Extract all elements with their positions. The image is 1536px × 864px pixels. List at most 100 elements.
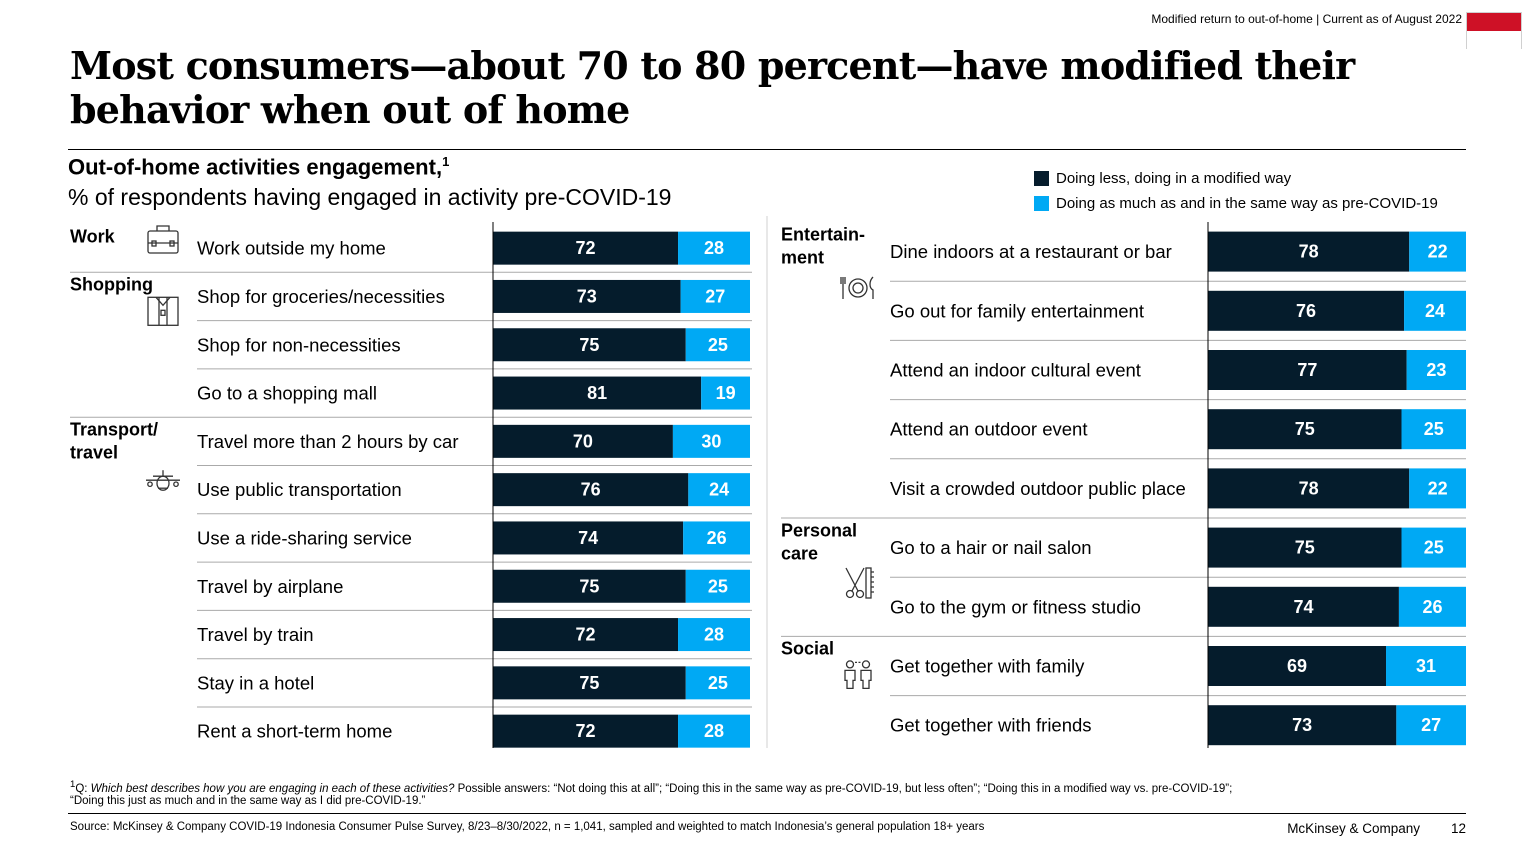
data-label-same: 28 bbox=[704, 721, 724, 741]
chart-title-text: Out-of-home activities engagement, bbox=[68, 154, 443, 180]
data-label-modified: 75 bbox=[1295, 538, 1315, 558]
data-label-same: 24 bbox=[1425, 301, 1445, 321]
source-note: Source: McKinsey & Company COVID-19 Indo… bbox=[70, 821, 985, 833]
bar-segment-same bbox=[678, 231, 750, 265]
bar-segment-modified bbox=[1208, 290, 1405, 331]
bar-segment-same bbox=[1401, 527, 1466, 568]
flag-white-stripe bbox=[1467, 31, 1521, 49]
bar-segment-same bbox=[1396, 705, 1466, 746]
bar-segment-same bbox=[1404, 290, 1466, 331]
bar-segment-modified bbox=[493, 231, 679, 265]
row-label: Stay in a hotel bbox=[197, 672, 314, 693]
data-label-modified: 70 bbox=[573, 431, 593, 451]
data-label-modified: 78 bbox=[1299, 478, 1319, 498]
data-label-modified: 75 bbox=[579, 576, 599, 596]
data-label-same: 19 bbox=[716, 383, 736, 403]
data-label-same: 25 bbox=[708, 673, 728, 693]
row-label: Shop for groceries/necessities bbox=[197, 286, 445, 307]
page-number: 12 bbox=[1450, 821, 1466, 836]
bar-segment-modified bbox=[1208, 705, 1397, 746]
footnote-answers-2: “Doing this just as much and in the same… bbox=[70, 795, 426, 807]
data-label-same: 28 bbox=[704, 238, 724, 258]
row-label: Rent a short-term home bbox=[197, 721, 392, 742]
legend-swatch-dark bbox=[1034, 170, 1049, 186]
group-name-1: Shopping bbox=[70, 275, 153, 295]
data-label-same: 25 bbox=[1424, 538, 1444, 558]
footnote-question: Which best describes how you are engagin… bbox=[90, 782, 455, 795]
people-icon bbox=[844, 660, 872, 690]
bar-segment-modified bbox=[1208, 231, 1410, 272]
row-label: Attend an outdoor event bbox=[890, 419, 1087, 440]
row-label: Get together with family bbox=[890, 656, 1085, 677]
data-label-modified: 69 bbox=[1287, 656, 1307, 676]
data-label-same: 23 bbox=[1426, 360, 1446, 380]
row-label: Go to the gym or fitness studio bbox=[890, 596, 1141, 617]
legend-swatch-light bbox=[1034, 195, 1049, 211]
group-name-0: Work bbox=[70, 226, 116, 246]
group-name-2: Social bbox=[781, 639, 834, 659]
bar-segment-modified bbox=[1208, 468, 1410, 509]
bar-segment-modified bbox=[1208, 646, 1387, 686]
footnote-q-prefix: Q: bbox=[75, 782, 91, 795]
bar-segment-same bbox=[1401, 409, 1466, 450]
group-name-line: Personal bbox=[781, 520, 857, 540]
bar-segment-modified bbox=[493, 328, 686, 362]
data-label-same: 27 bbox=[705, 286, 725, 306]
legend-item-modified: Doing less, doing in a modified way bbox=[1034, 169, 1291, 187]
bar-segment-same bbox=[1409, 468, 1466, 509]
indonesia-flag-icon bbox=[1466, 12, 1522, 49]
bar-segment-same bbox=[685, 328, 750, 362]
row-label: Travel by airplane bbox=[197, 576, 343, 597]
group-name-line: ment bbox=[781, 247, 824, 267]
group-name-0: Entertain-ment bbox=[781, 224, 865, 267]
bar-segment-modified bbox=[493, 666, 686, 700]
bar-segment-same bbox=[685, 569, 750, 603]
chart-title-footnote-mark: 1 bbox=[442, 154, 450, 169]
bar-segment-modified bbox=[493, 618, 679, 652]
row-label: Get together with friends bbox=[890, 715, 1092, 736]
group-name-line: Transport/ bbox=[70, 420, 158, 440]
bar-segment-same bbox=[701, 376, 750, 410]
legend-item-same: Doing as much as and in the same way as … bbox=[1034, 194, 1438, 212]
bar-segment-same bbox=[1406, 350, 1466, 390]
footnote-mark: 1 bbox=[70, 779, 76, 790]
airplane-icon bbox=[146, 470, 180, 491]
bar-segment-modified bbox=[493, 279, 681, 313]
group-name-line: care bbox=[781, 543, 818, 563]
data-label-modified: 72 bbox=[576, 238, 596, 258]
bar-segment-modified bbox=[1208, 350, 1407, 390]
chart-title: Out-of-home activities engagement,1 bbox=[68, 154, 449, 180]
group-name-line: Entertain- bbox=[781, 224, 865, 244]
title-divider bbox=[68, 149, 1466, 150]
bar-segment-modified bbox=[493, 376, 702, 410]
header-tag: Modified return to out-of-home | Current… bbox=[1151, 12, 1462, 26]
row-label: Use public transportation bbox=[197, 479, 402, 500]
row-label: Go to a hair or nail salon bbox=[890, 537, 1092, 558]
bar-segment-modified bbox=[493, 714, 679, 748]
bar-segment-same bbox=[683, 521, 750, 555]
bar-segment-same bbox=[688, 473, 750, 507]
data-label-same: 28 bbox=[704, 625, 724, 645]
data-label-modified: 76 bbox=[1296, 301, 1316, 321]
footnote-answers-1: Possible answers: “Not doing this at all… bbox=[454, 782, 1233, 795]
bar-segment-modified bbox=[1208, 586, 1399, 627]
row-label: Visit a crowded outdoor public place bbox=[890, 478, 1186, 499]
row-label: Use a ride-sharing service bbox=[197, 527, 412, 548]
group-name-line: Social bbox=[781, 639, 834, 659]
bar-segment-modified bbox=[493, 424, 673, 458]
data-label-modified: 76 bbox=[581, 480, 601, 500]
data-label-same: 22 bbox=[1428, 242, 1448, 262]
data-label-modified: 81 bbox=[587, 383, 607, 403]
bar-segment-modified bbox=[1208, 527, 1402, 568]
data-label-modified: 72 bbox=[576, 625, 596, 645]
data-label-same: 25 bbox=[1424, 419, 1444, 439]
data-label-same: 31 bbox=[1416, 656, 1436, 676]
data-label-modified: 73 bbox=[577, 286, 597, 306]
data-label-same: 26 bbox=[707, 528, 727, 548]
row-label: Travel by train bbox=[197, 624, 314, 645]
bar-segment-same bbox=[680, 279, 750, 313]
data-label-same: 24 bbox=[709, 480, 729, 500]
data-label-modified: 78 bbox=[1299, 242, 1319, 262]
bar-segment-same bbox=[685, 666, 750, 700]
bar-segment-same bbox=[1398, 586, 1466, 627]
